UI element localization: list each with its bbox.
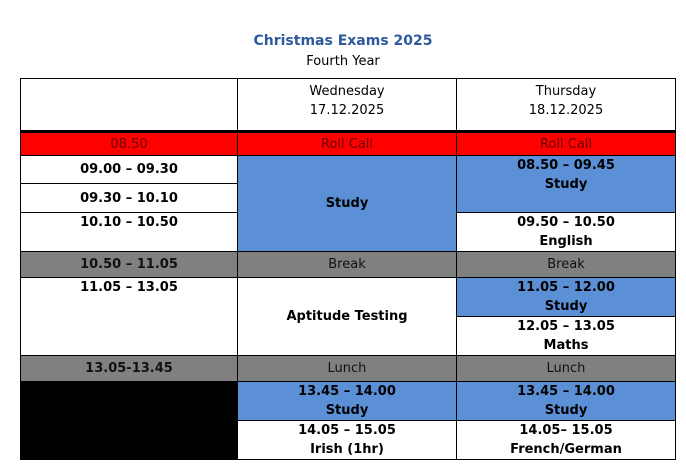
- slot: Aptitude Testing: [237, 277, 457, 356]
- blank-cell: [20, 381, 238, 460]
- corner-cell: [20, 78, 238, 133]
- slot: Study: [237, 155, 457, 252]
- time: 11.05 – 13.05: [20, 277, 238, 356]
- day-header: Thursday 18.12.2025: [456, 78, 676, 133]
- slot-time: 11.05 – 12.00: [517, 280, 615, 295]
- slot: 14.05 – 15.05 Irish (1hr): [237, 420, 457, 460]
- slot-time: 14.05– 15.05: [519, 423, 613, 438]
- time: 08.50: [20, 131, 238, 156]
- slot: Break: [237, 251, 457, 278]
- time: 10.10 – 10.50: [20, 212, 238, 252]
- slot-time: 13.45 – 14.00: [517, 384, 615, 399]
- slot-label: Maths: [543, 338, 589, 353]
- slot-label: Study: [544, 299, 588, 314]
- time: 09.00 – 09.30: [20, 155, 238, 184]
- slot: Roll Call: [237, 131, 457, 156]
- time: 09.30 – 10.10: [20, 183, 238, 213]
- date: 17.12.2025: [309, 103, 385, 118]
- day: Thursday: [535, 84, 597, 99]
- slot-time: 08.50 – 09.45: [517, 158, 615, 173]
- slot-time: 09.50 – 10.50: [517, 215, 615, 230]
- slot: Lunch: [237, 355, 457, 382]
- slot: 14.05– 15.05 French/German: [456, 420, 676, 460]
- date: 18.12.2025: [528, 103, 604, 118]
- slot: Roll Call: [456, 131, 676, 156]
- slot-time: 12.05 – 13.05: [517, 319, 615, 334]
- day-header: Wednesday 17.12.2025: [237, 78, 457, 133]
- subtitle: Fourth Year: [306, 54, 380, 69]
- slot: 12.05 – 13.05 Maths: [456, 316, 676, 356]
- slot-label: Irish (1hr): [310, 442, 384, 457]
- slot: 08.50 – 09.45 Study: [456, 155, 676, 213]
- slot-label: French/German: [510, 442, 622, 457]
- slot-time: 13.45 – 14.00: [298, 384, 396, 399]
- slot: 11.05 – 12.00 Study: [456, 277, 676, 317]
- slot-time: 14.05 – 15.05: [298, 423, 396, 438]
- slot: 13.45 – 14.00 Study: [456, 381, 676, 421]
- slot: 13.45 – 14.00 Study: [237, 381, 457, 421]
- timetable: Wednesday 17.12.2025 Thursday 18.12.2025 0…: [20, 78, 676, 460]
- title: Christmas Exams 2025: [253, 33, 433, 49]
- slot: 09.50 – 10.50 English: [456, 212, 676, 252]
- slot: Lunch: [456, 355, 676, 382]
- time: 13.05-13.45: [20, 355, 238, 382]
- slot-label: Study: [544, 403, 588, 418]
- slot-label: Study: [544, 177, 588, 192]
- time: 10.50 – 11.05: [20, 251, 238, 278]
- slot-label: Study: [325, 403, 369, 418]
- slot: Break: [456, 251, 676, 278]
- slot-label: English: [539, 234, 593, 249]
- day: Wednesday: [309, 84, 385, 99]
